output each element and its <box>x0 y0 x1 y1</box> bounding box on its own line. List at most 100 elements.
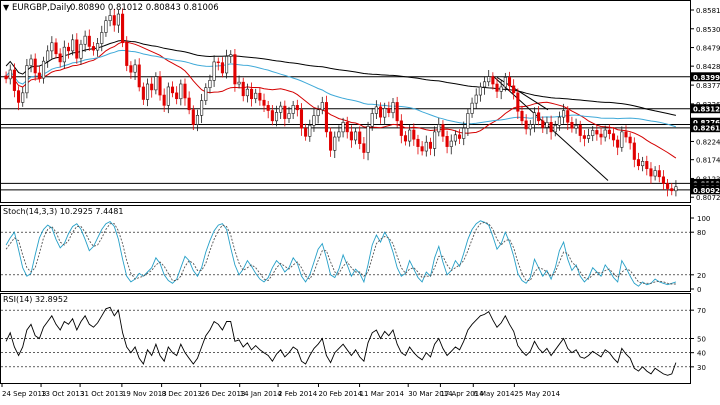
candle-body <box>145 83 150 100</box>
price-tick-label: 0.81745 <box>696 157 720 165</box>
candle-body <box>516 92 520 112</box>
candle-body <box>58 53 62 63</box>
candle-body <box>12 69 16 91</box>
candle-body <box>233 54 237 85</box>
candle-body <box>50 42 54 52</box>
candle-body <box>378 106 383 118</box>
candle-body <box>620 131 624 148</box>
price-axis: 0.858100.853000.847900.842850.837700.832… <box>690 7 720 202</box>
price-tag-label: 0.82614 <box>693 125 720 133</box>
candle-body <box>258 92 262 101</box>
stoch-title: Stoch(14,3,3) 10.2925 7.4481 <box>3 207 123 216</box>
rsi-tick-label: 70 <box>697 307 706 315</box>
candle-body <box>254 92 258 100</box>
stoch-tick-label: 80 <box>697 229 706 237</box>
candle-body <box>354 131 358 141</box>
time-tick-label: 26 Dec 2013 <box>201 390 246 398</box>
time-tick-label: 31 Oct 2013 <box>80 390 123 398</box>
candle-body <box>66 46 71 52</box>
price-tag-label: 0.80926 <box>693 187 720 195</box>
candle-body <box>624 131 628 138</box>
candle-body <box>8 69 12 80</box>
candle-body <box>416 138 420 147</box>
candle-body <box>603 129 607 138</box>
candle-body <box>179 83 183 100</box>
time-tick-label: 20 Feb 2014 <box>318 390 362 398</box>
header-arrow-icon[interactable]: ▼ <box>3 3 10 12</box>
candle-body <box>183 83 187 99</box>
candle-body <box>545 122 549 128</box>
candle-body <box>208 80 212 88</box>
candle-body <box>262 99 266 106</box>
candle-body <box>391 102 395 114</box>
rsi-title: RSI(14) 32.8952 <box>3 295 68 304</box>
candle-body <box>266 105 270 111</box>
candle-body <box>578 124 582 136</box>
candle-body <box>441 124 445 137</box>
time-tick-label: 25 May 2014 <box>514 390 560 398</box>
ma-fast-line <box>5 41 677 159</box>
candle-body <box>616 139 620 148</box>
candle-body <box>324 102 328 133</box>
candle-body <box>37 72 41 79</box>
candle-body <box>154 76 158 91</box>
time-tick-label: 24 Sep 2013 <box>2 390 46 398</box>
candle-body <box>83 35 87 45</box>
candle-body <box>495 83 499 92</box>
candle-body <box>54 42 58 55</box>
candle-body <box>204 87 208 101</box>
candle-body <box>25 65 29 94</box>
candle-body <box>562 110 566 118</box>
candle-body <box>657 170 661 178</box>
candle-body <box>549 122 553 133</box>
candle-body <box>403 135 408 142</box>
candle-body <box>362 143 366 153</box>
candle-body <box>71 39 75 52</box>
candle-body <box>666 183 670 189</box>
candle-body <box>512 85 516 94</box>
candle-body <box>329 131 333 151</box>
candle-body <box>237 81 241 85</box>
time-tick-label: 14 Jan 2014 <box>240 390 283 398</box>
time-tick-label: 2 Feb 2014 <box>278 390 318 398</box>
candle-body <box>116 13 120 26</box>
candle-body <box>250 88 254 100</box>
candle-body <box>611 133 616 141</box>
candle-body <box>158 76 162 96</box>
candle-body <box>112 15 116 26</box>
candle-body <box>424 141 428 152</box>
candle-body <box>212 61 216 81</box>
candle-body <box>104 20 108 33</box>
candle-body <box>395 102 399 122</box>
candle-body <box>46 50 50 62</box>
candle-body <box>337 131 341 138</box>
candle-body <box>482 81 487 88</box>
candle-body <box>520 110 524 122</box>
time-tick-label: 17 Apr 2014 <box>440 390 484 398</box>
candle-body <box>141 86 145 100</box>
candle-body <box>108 15 112 21</box>
candle-body <box>304 127 308 137</box>
candle-body <box>491 76 495 85</box>
price-tag-label: 0.83129 <box>693 106 720 114</box>
candle-body <box>470 102 474 114</box>
stoch-tick-label: 20 <box>697 272 706 280</box>
price-tick-label: 0.84285 <box>696 63 720 71</box>
candle-body <box>595 130 599 135</box>
price-tag <box>691 123 720 133</box>
candle-body <box>503 77 507 88</box>
candle-body <box>345 122 349 133</box>
candle-body <box>574 124 578 129</box>
candle-body <box>466 113 470 129</box>
candle-body <box>91 46 95 51</box>
candle-body <box>674 186 678 192</box>
candle-body <box>387 108 391 114</box>
time-tick-label: 11 Mar 2014 <box>360 390 405 398</box>
candle-body <box>166 86 170 106</box>
candle-body <box>507 77 512 87</box>
candle-body <box>358 131 362 144</box>
